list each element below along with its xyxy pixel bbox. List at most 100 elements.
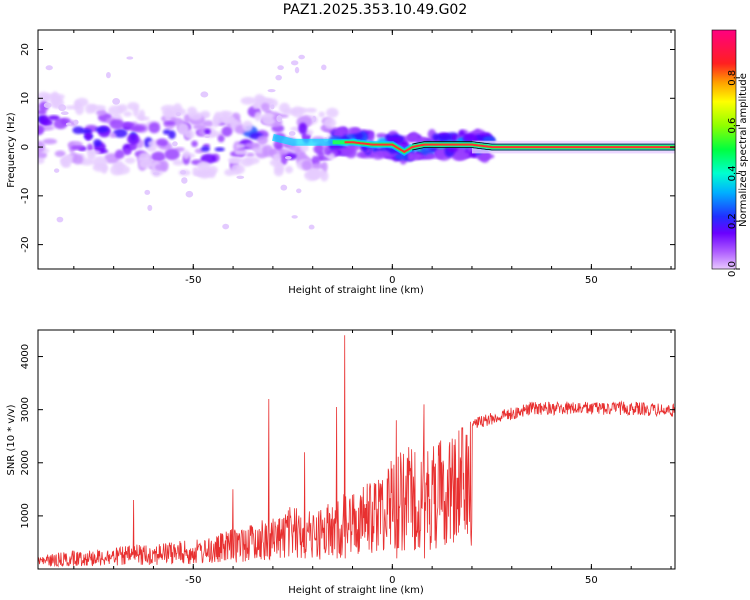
heatmap-cell [236,175,245,179]
heatmap-cell [126,56,134,60]
heatmap-cell [345,147,357,159]
heatmap-cell [112,98,121,105]
heatmap-cell [43,102,52,109]
heatmap-cell [318,111,325,118]
heatmap-ridge [272,133,675,156]
heatmap-cell [288,131,296,136]
heatmap-cell [376,133,387,139]
heatmap-cell [163,121,176,126]
heatmap-cell [147,145,157,152]
colorbar [711,29,737,270]
heatmap-cell [321,64,327,71]
bottom-x-axis-label: Height of straight line (km) [288,585,424,596]
heatmap-cell [432,133,440,141]
heatmap-cell [273,162,285,173]
heatmap-cell [154,163,167,171]
heatmap-cell [305,129,314,136]
heatmap-cell [325,107,339,118]
y-tick-label: 10 [20,92,31,105]
ridge-edge [412,147,675,151]
heatmap-cell [153,171,160,175]
heatmap-cell [268,150,278,155]
ridge-core [344,141,675,154]
heatmap-cell [53,118,68,130]
heatmap-cell [113,128,128,138]
heatmap-cell [212,117,220,128]
heatmap-cell [39,114,50,125]
x-tick-label: 50 [585,275,598,286]
heatmap-cell [63,161,71,168]
snr-line-group [38,335,675,568]
heatmap-cell [308,224,315,230]
heatmap-cell [45,65,53,71]
heatmap-cell [75,97,89,107]
heatmap-cell [377,150,390,158]
top-axes: -50 0 50 -20 -10 0 10 20 [20,30,675,286]
heatmap-cell [407,133,419,143]
heatmap-cell [356,151,367,158]
heatmap-cell [124,157,136,164]
heatmap-cell [93,139,102,147]
heatmap-cell [53,168,60,173]
heatmap-cell [275,74,282,81]
heatmap-cell [114,149,125,159]
heatmap-cell [173,103,183,114]
heatmap-cell [85,103,94,114]
heatmap-cell [387,136,403,142]
y-tick-label: 0 [20,144,31,150]
heatmap-cell [439,134,453,141]
heatmap-cell [109,119,125,130]
bottom-plot-frame [37,329,676,570]
heatmap-cell [177,122,189,135]
heatmap-cell [54,150,66,158]
heatmap-cell [245,152,255,158]
heatmap-cell [182,150,190,160]
heatmap-cell [38,124,45,136]
heatmap-cell [270,104,275,110]
heatmap-cell [164,148,180,161]
heatmap-cell [285,165,294,174]
heatmap-cell [95,109,107,117]
heatmap-cell [301,160,313,171]
heatmap-cell [90,105,106,111]
x-tick-label: -50 [185,275,201,286]
bottom-axes: -50 0 50 1000 2000 3000 4000 [20,330,675,586]
heatmap-cell [311,162,325,170]
heatmap-cell [291,215,298,219]
heatmap-cell [109,132,117,138]
heatmap-cell [191,140,198,148]
heatmap-cell [147,204,153,212]
heatmap-cell [192,124,207,130]
heatmap-cell [138,158,154,169]
heatmap-cell [200,91,209,98]
heatmap-cell [123,111,133,117]
heatmap-cell [317,150,325,161]
heatmap-cell [204,134,211,138]
heatmap-cell [242,120,253,132]
heatmap-cell [132,106,140,117]
heatmap-cell [235,143,246,149]
heatmap-cell [86,149,101,155]
heatmap-cell [454,152,468,161]
heatmap-cell [244,142,260,149]
heatmap-cell [290,60,299,66]
heatmap-cell [183,113,191,124]
heatmap-cell [151,151,166,162]
heatmap-cell [64,105,79,110]
colorbar-axis: 0.0 0.2 0.4 0.6 0.8 [727,70,740,277]
heatmap-cell [244,156,260,165]
heatmap-cell [180,170,187,175]
bottom-y-axis-label: SNR (10 * v/v) [6,404,17,475]
top-y-axis-label: Frequency (Hz) [6,112,17,188]
heatmap-cell [122,121,135,128]
ridge-edge [412,141,675,145]
heatmap-cell [123,148,132,156]
heatmap-cell [136,114,144,120]
heatmap-cell [200,113,210,118]
y-tick-label: -20 [20,236,31,252]
heatmap-cell [200,145,211,152]
heatmap-cell [229,158,239,165]
heatmap-cell [95,126,109,133]
heatmap-cell [323,117,337,129]
